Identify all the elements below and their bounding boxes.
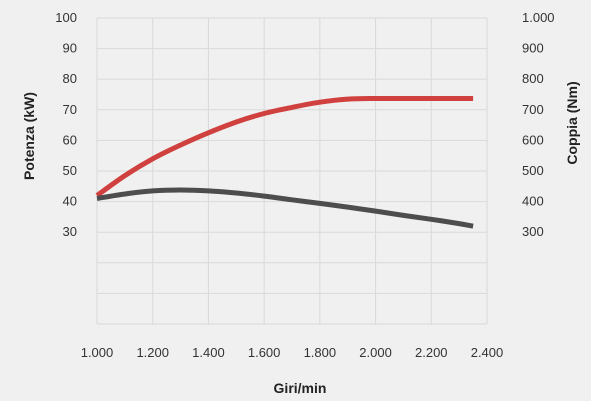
- y-left-tick-label: 50: [63, 163, 77, 178]
- x-tick-label: 2.400: [471, 345, 504, 360]
- x-tick-label: 1.000: [81, 345, 114, 360]
- y-right-tick-label: 600: [522, 132, 544, 147]
- y-right-tick-labels: 1.000 900 800 700 600 500 400 300: [522, 10, 555, 239]
- y-right-tick-label: 900: [522, 41, 544, 56]
- grid: [96, 17, 488, 325]
- y-right-tick-label: 800: [522, 71, 544, 86]
- power-line: [95, 95, 474, 198]
- y-right-tick-label: 500: [522, 163, 544, 178]
- x-axis-title: Giri/min: [274, 380, 327, 396]
- x-tick-label: 1.600: [248, 345, 281, 360]
- x-tick-label: 1.200: [136, 345, 169, 360]
- y-left-tick-label: 70: [63, 102, 77, 117]
- x-tick-label: 1.400: [192, 345, 225, 360]
- y-left-tick-label: 100: [55, 10, 77, 25]
- y-left-axis-title: Potenza (kW): [21, 92, 37, 180]
- x-tick-label: 1.800: [304, 345, 337, 360]
- y-left-tick-label: 90: [63, 41, 77, 56]
- y-left-tick-label: 40: [63, 194, 77, 209]
- y-right-tick-label: 1.000: [522, 10, 555, 25]
- y-right-tick-label: 700: [522, 102, 544, 117]
- torque-line: [96, 187, 474, 229]
- y-left-tick-label: 30: [63, 224, 77, 239]
- y-right-tick-label: 300: [522, 224, 544, 239]
- x-tick-label: 2.000: [359, 345, 392, 360]
- y-right-axis-title: Coppia (Nm): [564, 81, 580, 164]
- y-right-tick-label: 400: [522, 194, 544, 209]
- y-left-tick-label: 60: [63, 132, 77, 147]
- x-tick-labels: 1.000 1.200 1.400 1.600 1.800 2.000 2.200 2.400: [81, 345, 504, 360]
- y-left-tick-label: 80: [63, 71, 77, 86]
- x-tick-label: 2.200: [415, 345, 448, 360]
- y-left-tick-labels: 100 90 80 70 60 50 40 30: [55, 10, 77, 239]
- series-layer: [95, 95, 474, 229]
